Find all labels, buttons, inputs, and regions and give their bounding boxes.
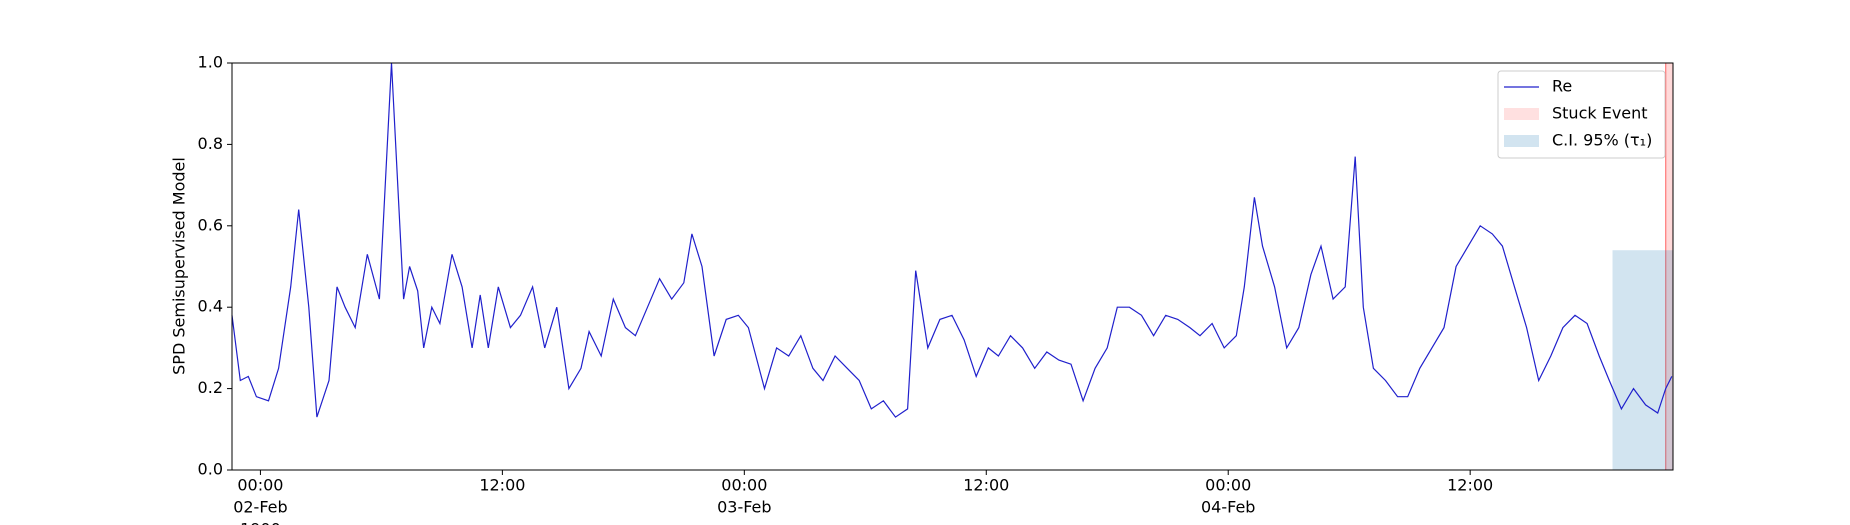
y-tick-label: 1.0 [198, 53, 223, 72]
x-tick-label: 03-Feb [717, 498, 771, 517]
x-tick-label: 00:00 [721, 476, 767, 495]
x-tick-label: 12:00 [963, 476, 1009, 495]
x-tick-label: 04-Feb [1201, 498, 1255, 517]
y-tick-label: 0.0 [198, 460, 223, 479]
band [1612, 250, 1673, 470]
legend-patch [1504, 135, 1539, 147]
y-axis-label: SPD Semisupervised Model [170, 157, 189, 375]
line [231, 62, 1673, 418]
legend-box [1497, 70, 1666, 159]
x-tick-label: 12:00 [479, 476, 525, 495]
x-tick-label: 12:00 [1447, 476, 1493, 495]
legend-label: C.I. 95% (τ₁) [1552, 131, 1652, 150]
x-tick-label: 00:00 [237, 476, 283, 495]
x-tick-label: 00:00 [1205, 476, 1251, 495]
y-tick-label: 0.6 [198, 215, 223, 234]
y-tick-label: 0.4 [198, 297, 223, 316]
legend-label: Re [1552, 77, 1572, 96]
x-tick-label: 02-Feb [233, 498, 287, 517]
y-tick-label: 0.8 [198, 134, 223, 153]
legend-patch [1504, 108, 1539, 120]
axes-frame [231, 62, 1674, 471]
x-tick-label: 1900 [240, 520, 281, 525]
y-tick-label: 0.2 [198, 378, 223, 397]
legend-label: Stuck Event [1552, 104, 1648, 123]
